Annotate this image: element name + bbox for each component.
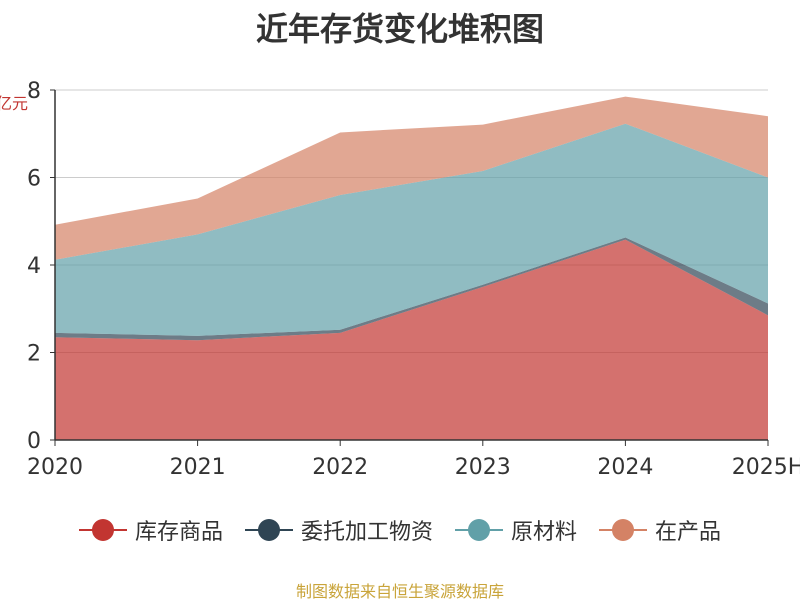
y-tick-label: 4 <box>27 254 41 279</box>
y-axis-label: 亿元 <box>0 94 29 113</box>
legend-item[interactable]: 委托加工物资 <box>244 514 433 546</box>
legend-label: 原材料 <box>511 520 578 545</box>
chart-legend: 库存商品 委托加工物资 原材料 在产品 <box>0 514 800 546</box>
x-tick-label: 2020 <box>27 455 83 480</box>
area-series-0 <box>55 239 768 440</box>
data-source-note: 制图数据来自恒生聚源数据库 <box>295 582 504 601</box>
legend-label: 在产品 <box>655 520 722 545</box>
chart-title: 近年存货变化堆积图 <box>255 10 544 48</box>
legend-swatch <box>599 516 648 544</box>
x-tick-label: 2023 <box>455 455 511 480</box>
x-tick-label: 2024 <box>597 455 653 480</box>
legend-label: 委托加工物资 <box>300 520 433 545</box>
y-tick-label: 6 <box>27 167 41 192</box>
legend-label: 库存商品 <box>134 520 223 545</box>
y-tick-label: 8 <box>27 79 41 104</box>
y-tick-label: 2 <box>27 342 41 367</box>
legend-swatch <box>244 516 293 544</box>
x-tick-label: 2021 <box>170 455 226 480</box>
legend-item[interactable]: 在产品 <box>599 514 721 546</box>
x-tick-label: 2025H <box>732 455 800 480</box>
legend-item[interactable]: 库存商品 <box>78 514 223 546</box>
x-tick-label: 2022 <box>312 455 368 480</box>
area-series-3 <box>55 96 768 260</box>
legend-item[interactable]: 原材料 <box>455 514 577 546</box>
area-series-2 <box>55 123 768 336</box>
legend-swatch <box>455 516 503 544</box>
legend-swatch <box>78 516 127 544</box>
y-tick-label: 0 <box>27 429 41 454</box>
